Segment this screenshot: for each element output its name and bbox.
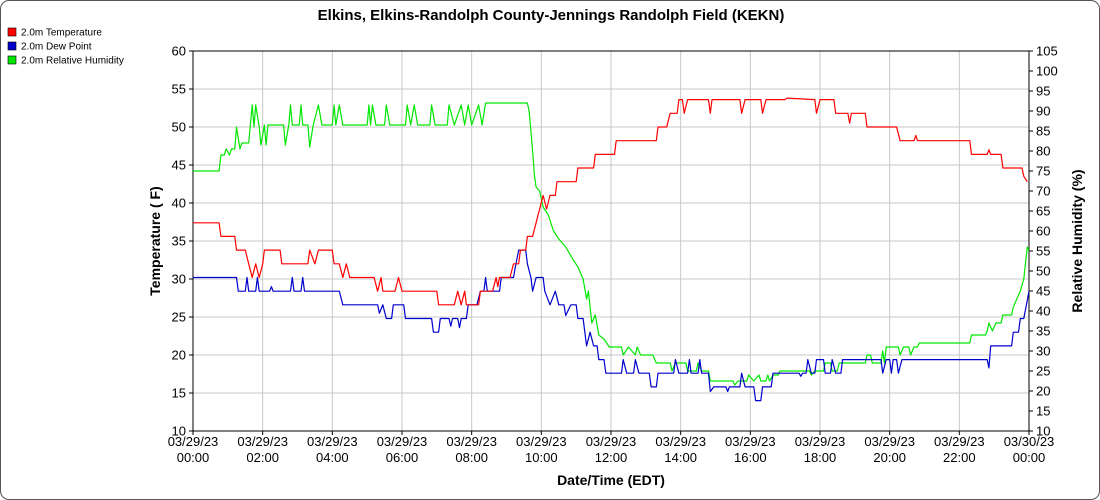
y-tick-label: 20 (172, 348, 186, 363)
y2-tick-label: 40 (1036, 304, 1050, 319)
y2-tick-label: 90 (1036, 104, 1050, 119)
y-tick-label: 25 (172, 310, 186, 325)
y2-tick-label: 70 (1036, 184, 1050, 199)
y2-tick-label: 80 (1036, 144, 1050, 159)
x-tick-label-time: 02:00 (246, 450, 279, 465)
y-tick-label: 55 (172, 82, 186, 97)
grid (193, 51, 1029, 431)
y2-tick-label: 65 (1036, 204, 1050, 219)
x-tick-label-date: 03/29/23 (516, 434, 567, 449)
x-axis: 03/29/2300:0003/29/2302:0003/29/2304:000… (168, 431, 1055, 465)
x-axis-title: Date/Time (EDT) (557, 472, 665, 488)
series-line-2-0m-temperature (193, 97, 1028, 306)
y2-tick-label: 55 (1036, 244, 1050, 259)
x-tick-label-date: 03/29/23 (864, 434, 915, 449)
y2-tick-label: 10 (1036, 424, 1050, 439)
x-tick-label-time: 14:00 (664, 450, 697, 465)
y-tick-label: 30 (172, 272, 186, 287)
y2-tick-label: 100 (1036, 64, 1058, 79)
y2-tick-label: 20 (1036, 384, 1050, 399)
x-tick-label-date: 03/29/23 (934, 434, 985, 449)
series-line-2-0m-dew-point (193, 249, 1030, 402)
x-tick-label-time: 10:00 (525, 450, 558, 465)
x-tick-label-date: 03/29/23 (168, 434, 219, 449)
x-tick-label-date: 03/29/23 (586, 434, 637, 449)
y-tick-label: 10 (172, 424, 186, 439)
x-tick-label-time: 22:00 (943, 450, 976, 465)
y-tick-label: 50 (172, 120, 186, 135)
x-tick-label-date: 03/29/23 (795, 434, 846, 449)
chart-title: Elkins, Elkins-Randolph County-Jennings … (318, 7, 785, 24)
y-tick-label: 15 (172, 386, 186, 401)
x-tick-label-date: 03/30/23 (1004, 434, 1055, 449)
x-tick-label-time: 06:00 (386, 450, 419, 465)
x-tick-label-time: 20:00 (873, 450, 906, 465)
x-tick-label-time: 00:00 (177, 450, 210, 465)
y-tick-label: 45 (172, 158, 186, 173)
y2-tick-label: 95 (1036, 84, 1050, 99)
legend-label-2-0m-dew-point: 2.0m Dew Point (21, 42, 92, 53)
y2-tick-label: 45 (1036, 284, 1050, 299)
x-tick-label-time: 08:00 (455, 450, 488, 465)
legend-label-2-0m-relative-humidity: 2.0m Relative Humidity (21, 56, 124, 67)
y2-tick-label: 60 (1036, 224, 1050, 239)
y-axis-left: 10 15 20 25 30 35 40 45 50 55 60 (172, 44, 193, 439)
y-tick-label: 60 (172, 44, 186, 59)
legend: 2.0m Temperature 2.0m Dew Point 2.0m Relat… (7, 27, 124, 67)
x-tick-label-time: 16:00 (734, 450, 767, 465)
x-tick-label-date: 03/29/23 (446, 434, 497, 449)
legend-swatch-2-0m-relative-humidity (7, 55, 17, 65)
y2-tick-label: 15 (1036, 404, 1050, 419)
x-tick-label-date: 03/29/23 (237, 434, 288, 449)
x-tick-label-date: 03/29/23 (725, 434, 776, 449)
y-axis-title: Temperature ( F) (147, 186, 163, 295)
y-tick-label: 40 (172, 196, 186, 211)
x-tick-label-time: 18:00 (804, 450, 837, 465)
y2-tick-label: 25 (1036, 364, 1050, 379)
y2-tick-label: 85 (1036, 124, 1050, 139)
x-tick-label-time: 00:00 (1013, 450, 1046, 465)
x-tick-label-time: 04:00 (316, 450, 349, 465)
legend-label-2-0m-temperature: 2.0m Temperature (21, 28, 102, 39)
y-axis-right: 10 15 20 25 30 35 40 45 50 55 60 65 70 75 80 85 90 95 100 1… (1029, 44, 1058, 439)
y-tick-label: 35 (172, 234, 186, 249)
x-tick-label-date: 03/29/23 (377, 434, 428, 449)
x-tick-label-date: 03/29/23 (307, 434, 358, 449)
y2-tick-label: 105 (1036, 44, 1058, 59)
x-tick-label-date: 03/29/23 (655, 434, 706, 449)
y2-tick-label: 75 (1036, 164, 1050, 179)
series-layer (193, 97, 1030, 402)
legend-swatch-2-0m-temperature (7, 27, 17, 37)
y2-tick-label: 30 (1036, 344, 1050, 359)
legend-swatch-2-0m-dew-point (7, 41, 17, 51)
y2-tick-label: 50 (1036, 264, 1050, 279)
y2-axis-title: Relative Humidity (%) (1069, 169, 1085, 312)
series-line-2-0m-relative-humidity (193, 102, 1030, 386)
y2-tick-label: 35 (1036, 324, 1050, 339)
x-tick-label-time: 12:00 (595, 450, 628, 465)
